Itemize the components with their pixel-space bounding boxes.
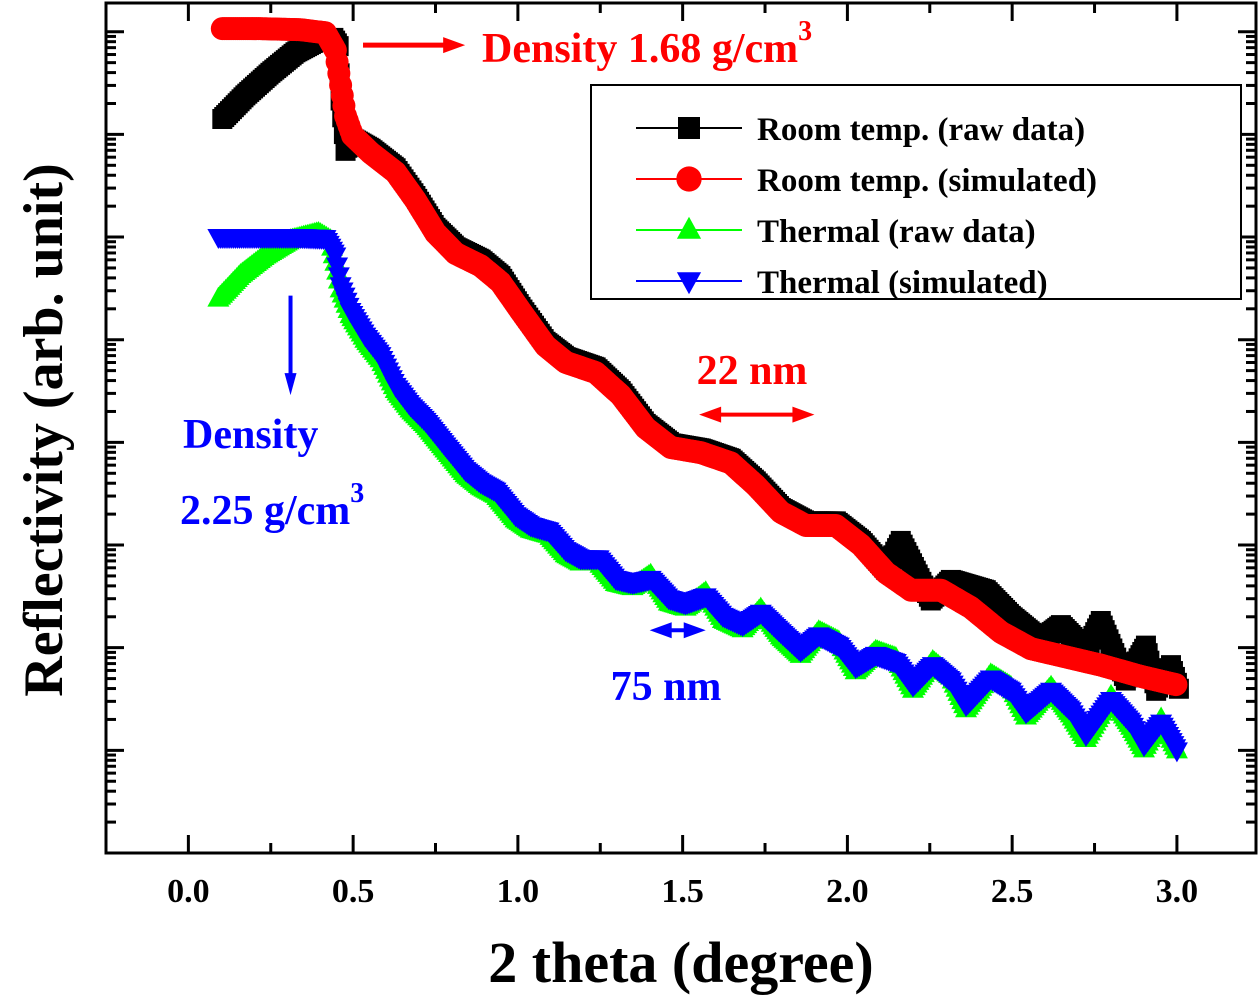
series-layer xyxy=(207,17,1189,763)
x-tick-label: 1.5 xyxy=(661,873,704,910)
density-thermal-annotation: Density 2.25 g/cm3 xyxy=(180,295,364,534)
legend: Room temp. (raw data) Room temp. (simulat… xyxy=(590,84,1242,301)
data-point xyxy=(1164,673,1188,697)
x-axis-tick-labels: 0.0 0.5 1.0 1.5 2.0 2.5 3.0 xyxy=(167,873,1198,910)
arrowhead-right-icon xyxy=(683,622,706,639)
x-axis-title: 2 theta (degree) xyxy=(488,930,873,995)
legend-item: Thermal (simulated) xyxy=(636,265,1048,301)
arrowhead-right-icon xyxy=(792,406,815,423)
series-room-temp-simulated xyxy=(210,17,1188,697)
thickness-thermal-label: 75 nm xyxy=(611,664,722,710)
x-axis-ticks xyxy=(186,3,1179,853)
double-arrow-icon xyxy=(699,406,815,423)
legend-item: Room temp. (simulated) xyxy=(636,163,1097,199)
legend-item: Room temp. (raw data) xyxy=(636,112,1085,148)
density-room-label: Density 1.68 g/cm3 xyxy=(482,16,812,72)
x-tick-label: 3.0 xyxy=(1156,873,1199,910)
double-arrow-icon xyxy=(649,622,706,639)
x-tick-label: 2.0 xyxy=(826,873,869,910)
x-tick-label: 2.5 xyxy=(991,873,1034,910)
arrowhead-icon xyxy=(284,373,297,396)
x-tick-label: 0.5 xyxy=(332,873,375,910)
thickness-thermal-annotation: 75 nm xyxy=(611,622,722,710)
legend-marker-triangle-down-icon xyxy=(676,272,702,295)
arrowhead-icon xyxy=(443,37,466,54)
legend-marker-square-icon xyxy=(678,117,700,139)
series-thermal-simulated xyxy=(207,229,1188,763)
arrowhead-left-icon xyxy=(699,406,722,423)
legend-label: Room temp. (raw data) xyxy=(757,112,1085,148)
plot-frame xyxy=(104,1,1258,855)
thickness-room-label: 22 nm xyxy=(697,348,808,394)
thickness-room-annotation: 22 nm xyxy=(697,348,815,423)
data-point xyxy=(1165,742,1188,763)
x-tick-label: 1.0 xyxy=(497,873,540,910)
legend-marker-circle-icon xyxy=(676,166,702,192)
density-thermal-label-line1: Density xyxy=(183,412,318,458)
density-thermal-label-line2: 2.25 g/cm3 xyxy=(180,478,364,534)
legend-label: Room temp. (simulated) xyxy=(757,163,1097,199)
y-axis-ticks xyxy=(106,30,1256,824)
x-tick-label: 0.0 xyxy=(167,873,210,910)
legend-label: Thermal (raw data) xyxy=(757,214,1036,250)
legend-item: Thermal (raw data) xyxy=(636,214,1036,250)
legend-label: Thermal (simulated) xyxy=(757,265,1048,301)
arrowhead-left-icon xyxy=(649,622,672,639)
density-room-annotation: Density 1.68 g/cm3 xyxy=(363,16,812,72)
legend-marker-triangle-up-icon xyxy=(676,216,702,239)
annotations: Density 1.68 g/cm3 Density 2.25 g/cm3 22… xyxy=(180,16,815,710)
y-axis-title: Reflectivity (arb. unit) xyxy=(13,163,75,696)
